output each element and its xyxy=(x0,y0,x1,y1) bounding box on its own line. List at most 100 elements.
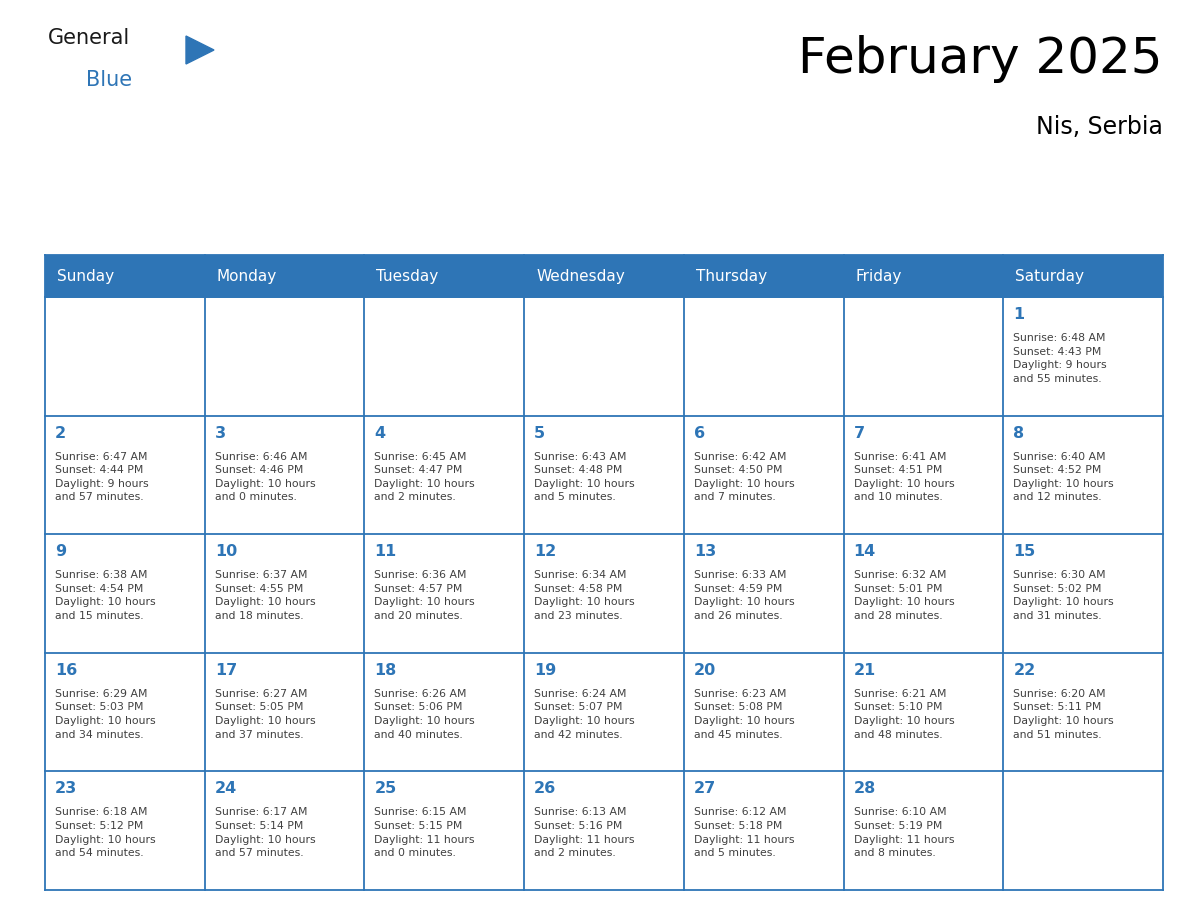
Bar xyxy=(843,534,1004,653)
Text: 7: 7 xyxy=(853,426,865,441)
Bar xyxy=(684,416,843,534)
Text: Sunrise: 6:24 AM
Sunset: 5:07 PM
Daylight: 10 hours
and 42 minutes.: Sunrise: 6:24 AM Sunset: 5:07 PM Dayligh… xyxy=(535,688,634,740)
Bar xyxy=(45,653,204,771)
Text: Sunrise: 6:46 AM
Sunset: 4:46 PM
Daylight: 10 hours
and 0 minutes.: Sunrise: 6:46 AM Sunset: 4:46 PM Dayligh… xyxy=(215,452,315,502)
Bar xyxy=(365,297,524,416)
Text: Sunrise: 6:41 AM
Sunset: 4:51 PM
Daylight: 10 hours
and 10 minutes.: Sunrise: 6:41 AM Sunset: 4:51 PM Dayligh… xyxy=(853,452,954,502)
Bar xyxy=(365,534,524,653)
Text: 5: 5 xyxy=(535,426,545,441)
Text: 25: 25 xyxy=(374,781,397,797)
Text: Sunrise: 6:17 AM
Sunset: 5:14 PM
Daylight: 10 hours
and 57 minutes.: Sunrise: 6:17 AM Sunset: 5:14 PM Dayligh… xyxy=(215,808,315,858)
Bar xyxy=(204,771,365,890)
Text: Monday: Monday xyxy=(216,268,277,284)
Bar xyxy=(684,653,843,771)
Text: 19: 19 xyxy=(535,663,556,677)
Text: 3: 3 xyxy=(215,426,226,441)
Bar xyxy=(45,297,204,416)
Text: Sunrise: 6:18 AM
Sunset: 5:12 PM
Daylight: 10 hours
and 54 minutes.: Sunrise: 6:18 AM Sunset: 5:12 PM Dayligh… xyxy=(55,808,156,858)
Text: Sunrise: 6:42 AM
Sunset: 4:50 PM
Daylight: 10 hours
and 7 minutes.: Sunrise: 6:42 AM Sunset: 4:50 PM Dayligh… xyxy=(694,452,795,502)
Bar xyxy=(524,416,684,534)
Text: 8: 8 xyxy=(1013,426,1024,441)
Text: Wednesday: Wednesday xyxy=(536,268,625,284)
Text: Sunrise: 6:36 AM
Sunset: 4:57 PM
Daylight: 10 hours
and 20 minutes.: Sunrise: 6:36 AM Sunset: 4:57 PM Dayligh… xyxy=(374,570,475,621)
Text: 14: 14 xyxy=(853,544,876,559)
Text: Thursday: Thursday xyxy=(696,268,767,284)
Bar xyxy=(843,771,1004,890)
Bar xyxy=(524,297,684,416)
Text: Sunrise: 6:26 AM
Sunset: 5:06 PM
Daylight: 10 hours
and 40 minutes.: Sunrise: 6:26 AM Sunset: 5:06 PM Dayligh… xyxy=(374,688,475,740)
Text: Sunrise: 6:30 AM
Sunset: 5:02 PM
Daylight: 10 hours
and 31 minutes.: Sunrise: 6:30 AM Sunset: 5:02 PM Dayligh… xyxy=(1013,570,1114,621)
Bar xyxy=(1004,653,1163,771)
Bar xyxy=(843,416,1004,534)
Bar xyxy=(684,297,843,416)
Text: Sunrise: 6:10 AM
Sunset: 5:19 PM
Daylight: 11 hours
and 8 minutes.: Sunrise: 6:10 AM Sunset: 5:19 PM Dayligh… xyxy=(853,808,954,858)
Bar xyxy=(1004,534,1163,653)
Bar xyxy=(45,534,204,653)
Text: Sunrise: 6:21 AM
Sunset: 5:10 PM
Daylight: 10 hours
and 48 minutes.: Sunrise: 6:21 AM Sunset: 5:10 PM Dayligh… xyxy=(853,688,954,740)
Text: 18: 18 xyxy=(374,663,397,677)
Bar xyxy=(843,653,1004,771)
Text: Tuesday: Tuesday xyxy=(377,268,438,284)
Bar xyxy=(1004,771,1163,890)
Text: Sunrise: 6:38 AM
Sunset: 4:54 PM
Daylight: 10 hours
and 15 minutes.: Sunrise: 6:38 AM Sunset: 4:54 PM Dayligh… xyxy=(55,570,156,621)
Text: Friday: Friday xyxy=(855,268,902,284)
Bar xyxy=(524,771,684,890)
Text: 9: 9 xyxy=(55,544,67,559)
Text: Nis, Serbia: Nis, Serbia xyxy=(1036,115,1163,139)
Text: Sunrise: 6:40 AM
Sunset: 4:52 PM
Daylight: 10 hours
and 12 minutes.: Sunrise: 6:40 AM Sunset: 4:52 PM Dayligh… xyxy=(1013,452,1114,502)
Text: 27: 27 xyxy=(694,781,716,797)
Text: Sunrise: 6:48 AM
Sunset: 4:43 PM
Daylight: 9 hours
and 55 minutes.: Sunrise: 6:48 AM Sunset: 4:43 PM Dayligh… xyxy=(1013,333,1107,384)
Text: Sunrise: 6:13 AM
Sunset: 5:16 PM
Daylight: 11 hours
and 2 minutes.: Sunrise: 6:13 AM Sunset: 5:16 PM Dayligh… xyxy=(535,808,634,858)
Bar xyxy=(45,255,1163,297)
Text: Blue: Blue xyxy=(86,70,132,90)
Text: Sunrise: 6:34 AM
Sunset: 4:58 PM
Daylight: 10 hours
and 23 minutes.: Sunrise: 6:34 AM Sunset: 4:58 PM Dayligh… xyxy=(535,570,634,621)
Text: 17: 17 xyxy=(215,663,236,677)
Text: 12: 12 xyxy=(535,544,556,559)
Bar xyxy=(1004,416,1163,534)
Bar xyxy=(684,771,843,890)
Text: 10: 10 xyxy=(215,544,236,559)
Text: 26: 26 xyxy=(535,781,556,797)
Bar xyxy=(365,416,524,534)
Text: Sunrise: 6:45 AM
Sunset: 4:47 PM
Daylight: 10 hours
and 2 minutes.: Sunrise: 6:45 AM Sunset: 4:47 PM Dayligh… xyxy=(374,452,475,502)
Bar xyxy=(524,534,684,653)
Bar xyxy=(843,297,1004,416)
Bar xyxy=(204,653,365,771)
Text: Sunrise: 6:43 AM
Sunset: 4:48 PM
Daylight: 10 hours
and 5 minutes.: Sunrise: 6:43 AM Sunset: 4:48 PM Dayligh… xyxy=(535,452,634,502)
Bar xyxy=(204,534,365,653)
Text: Sunrise: 6:29 AM
Sunset: 5:03 PM
Daylight: 10 hours
and 34 minutes.: Sunrise: 6:29 AM Sunset: 5:03 PM Dayligh… xyxy=(55,688,156,740)
Text: Sunrise: 6:32 AM
Sunset: 5:01 PM
Daylight: 10 hours
and 28 minutes.: Sunrise: 6:32 AM Sunset: 5:01 PM Dayligh… xyxy=(853,570,954,621)
Text: 24: 24 xyxy=(215,781,236,797)
Text: 6: 6 xyxy=(694,426,704,441)
Bar xyxy=(365,771,524,890)
Text: 28: 28 xyxy=(853,781,876,797)
Text: Sunrise: 6:23 AM
Sunset: 5:08 PM
Daylight: 10 hours
and 45 minutes.: Sunrise: 6:23 AM Sunset: 5:08 PM Dayligh… xyxy=(694,688,795,740)
Text: 21: 21 xyxy=(853,663,876,677)
Bar xyxy=(524,653,684,771)
Text: Saturday: Saturday xyxy=(1016,268,1085,284)
Text: Sunrise: 6:33 AM
Sunset: 4:59 PM
Daylight: 10 hours
and 26 minutes.: Sunrise: 6:33 AM Sunset: 4:59 PM Dayligh… xyxy=(694,570,795,621)
Text: 4: 4 xyxy=(374,426,386,441)
Text: 22: 22 xyxy=(1013,663,1036,677)
Text: Sunday: Sunday xyxy=(57,268,114,284)
Text: 13: 13 xyxy=(694,544,716,559)
Text: 1: 1 xyxy=(1013,307,1024,322)
Text: General: General xyxy=(48,28,131,48)
Bar xyxy=(204,416,365,534)
Text: February 2025: February 2025 xyxy=(798,35,1163,83)
Bar xyxy=(204,297,365,416)
Text: Sunrise: 6:37 AM
Sunset: 4:55 PM
Daylight: 10 hours
and 18 minutes.: Sunrise: 6:37 AM Sunset: 4:55 PM Dayligh… xyxy=(215,570,315,621)
Text: Sunrise: 6:47 AM
Sunset: 4:44 PM
Daylight: 9 hours
and 57 minutes.: Sunrise: 6:47 AM Sunset: 4:44 PM Dayligh… xyxy=(55,452,148,502)
Text: 16: 16 xyxy=(55,663,77,677)
Text: 15: 15 xyxy=(1013,544,1036,559)
Text: Sunrise: 6:12 AM
Sunset: 5:18 PM
Daylight: 11 hours
and 5 minutes.: Sunrise: 6:12 AM Sunset: 5:18 PM Dayligh… xyxy=(694,808,795,858)
Bar xyxy=(684,534,843,653)
Text: Sunrise: 6:20 AM
Sunset: 5:11 PM
Daylight: 10 hours
and 51 minutes.: Sunrise: 6:20 AM Sunset: 5:11 PM Dayligh… xyxy=(1013,688,1114,740)
Text: Sunrise: 6:27 AM
Sunset: 5:05 PM
Daylight: 10 hours
and 37 minutes.: Sunrise: 6:27 AM Sunset: 5:05 PM Dayligh… xyxy=(215,688,315,740)
Bar xyxy=(45,416,204,534)
Text: 2: 2 xyxy=(55,426,67,441)
Text: Sunrise: 6:15 AM
Sunset: 5:15 PM
Daylight: 11 hours
and 0 minutes.: Sunrise: 6:15 AM Sunset: 5:15 PM Dayligh… xyxy=(374,808,475,858)
Bar xyxy=(365,653,524,771)
Bar xyxy=(1004,297,1163,416)
Text: 23: 23 xyxy=(55,781,77,797)
